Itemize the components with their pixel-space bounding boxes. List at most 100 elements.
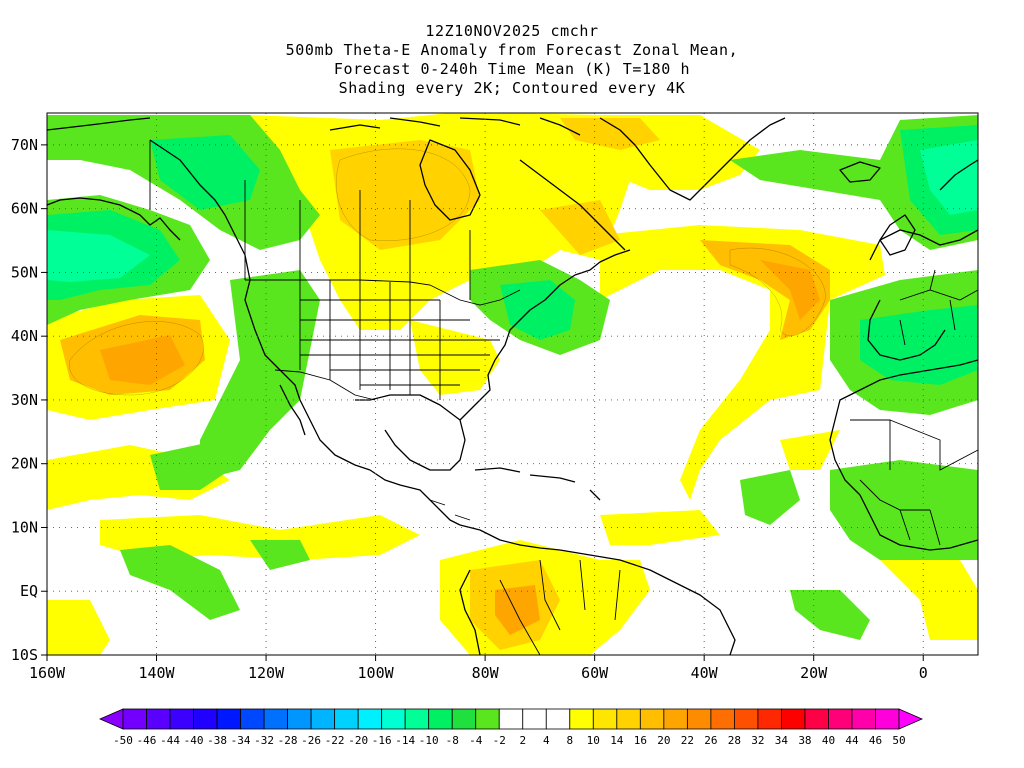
coast-south-america-west: [459, 569, 481, 655]
colorbar-label-5: -34: [231, 734, 251, 747]
colorbar-cell-27: [733, 708, 759, 730]
colorbar-cell-2: [146, 708, 171, 730]
y-tick-label-2: 50N: [11, 263, 38, 281]
shade-warm-us-southeast: [410, 320, 500, 395]
colorbar-cell-9: [310, 708, 336, 730]
colorbar-label-13: -10: [419, 734, 439, 747]
colorbar-cell-19: [545, 708, 571, 730]
colorbar-cell-26: [710, 708, 735, 730]
coast-hudson-bay: [419, 139, 481, 221]
coast-greenland: [599, 117, 786, 201]
colorbar-label-30: 40: [822, 734, 835, 747]
x-axis: 160W 140W 120W 100W 80W 60W 40W 20W 0: [29, 655, 928, 682]
shade-cool-south-atlantic: [790, 590, 870, 640]
coast-scandinavia: [939, 159, 978, 191]
colorbar-label-9: -22: [325, 734, 345, 747]
colorbar-cell-6: [240, 708, 265, 730]
border-us-canada: [245, 279, 521, 306]
shade-warm-southwest-pacific: [47, 600, 110, 655]
colorbar-label-18: 4: [543, 734, 550, 747]
coast-south-america-north: [559, 549, 736, 655]
colorbar-cell-13: [404, 708, 430, 730]
contour-canada-warm: [336, 148, 471, 241]
colorbar-cell-23: [639, 708, 665, 730]
colorbar-label-26: 28: [728, 734, 741, 747]
x-tick-label-8: 0: [919, 664, 928, 682]
colorbar-label-2: -44: [160, 734, 180, 747]
colorbar-label-15: -4: [469, 734, 483, 747]
colorbar-label-16: -2: [493, 734, 506, 747]
colorbar-cell-18: [522, 708, 547, 730]
y-tick-label-0: 70N: [11, 136, 38, 154]
colorbar-cell-8: [287, 708, 312, 730]
coast-north-america-west: [149, 139, 461, 526]
shade-cool-core-alaska: [150, 135, 260, 210]
shade-warm-core-greenland: [560, 118, 660, 150]
grid-lines: [47, 113, 978, 655]
shade-warm-core-atlantic-inner: [760, 260, 820, 320]
shade-cool-core-northeast-us: [500, 280, 575, 340]
colorbar-label-25: 26: [704, 734, 717, 747]
colorbar-label-23: 20: [657, 734, 670, 747]
border-africa-west: [850, 419, 978, 546]
coast-iberia: [867, 299, 946, 361]
colorbar-cell-10: [334, 708, 359, 730]
shade-warm-core-atlantic: [700, 240, 830, 340]
colorbar-label-20: 10: [587, 734, 600, 747]
colorbar-cell-33: [875, 708, 900, 730]
colorbar-label-11: -16: [372, 734, 392, 747]
title-line-4: Shading every 2K; Contoured every 4K: [338, 79, 686, 97]
shade-cool-central-atlantic: [740, 470, 800, 525]
colorbar-label-10: -20: [348, 734, 368, 747]
x-tick-label-4: 80W: [472, 664, 500, 682]
shade-cool-inner-gulf-alaska: [47, 230, 150, 282]
shade-warm-core-canada-east: [540, 200, 620, 255]
shade-warm-tropics-central: [100, 515, 420, 560]
border-us-states-grid: [299, 280, 500, 400]
y-tick-label-1: 60N: [11, 200, 38, 218]
x-tick-label-7: 20W: [800, 664, 828, 682]
colorbar-cell-32: [851, 708, 876, 730]
title-line-2: 500mb Theta-E Anomaly from Forecast Zona…: [285, 41, 739, 59]
colorbar-cell-31: [828, 708, 853, 730]
shade-warm-south-atlantic: [880, 560, 978, 640]
coast-labrador: [519, 159, 626, 251]
political-borders: [149, 140, 978, 655]
colorbar: -50 -46 -44 -40 -38 -34 -32 -28 -26 -22 -20 -16 -14-…: [98, 708, 924, 747]
colorbar-cell-14: [428, 708, 453, 730]
colorbar-cell-25: [686, 708, 712, 730]
colorbar-cell-4: [193, 708, 218, 730]
y-tick-label-3: 40N: [11, 327, 38, 345]
shade-cool-east-pacific-south: [120, 545, 240, 620]
colorbar-cell-21: [592, 708, 618, 730]
shade-cool-east-pacific-south-2: [250, 540, 310, 570]
colorbar-cell-15: [451, 708, 477, 730]
colorbar-label-22: 16: [634, 734, 647, 747]
border-canada-provinces: [244, 180, 471, 300]
colorbar-label-1: -46: [137, 734, 157, 747]
coast-gulf-of-mexico: [355, 394, 466, 471]
colorbar-label-31: 44: [845, 734, 859, 747]
x-tick-label-5: 60W: [581, 664, 609, 682]
border-central-america: [429, 499, 471, 521]
colorbar-label-28: 34: [775, 734, 789, 747]
title-line-1: 12Z10NOV2025 cmchr: [425, 22, 599, 40]
coast-alaska-aleutians: [47, 197, 181, 241]
y-tick-label-6: 10N: [11, 518, 38, 536]
coast-north-africa: [839, 359, 978, 401]
colorbar-cell-5: [216, 708, 241, 730]
colorbar-cell-34: [898, 708, 924, 730]
x-tick-label-6: 40W: [691, 664, 719, 682]
x-tick-label-2: 120W: [248, 664, 285, 682]
coast-west-africa: [829, 399, 978, 551]
y-tick-label-5: 20N: [11, 455, 38, 473]
colorbar-label-29: 38: [798, 734, 811, 747]
colorbar-label-7: -28: [278, 734, 298, 747]
coast-central-america: [459, 524, 561, 551]
colorbar-label-4: -38: [207, 734, 227, 747]
colorbar-cell-20: [569, 708, 594, 730]
shade-cool-core-iberia: [860, 305, 978, 385]
title-line-3: Forecast 0-240h Time Mean (K) T=180 h: [333, 60, 691, 78]
colorbar-cell-7: [263, 708, 289, 730]
colorbar-cell-11: [357, 708, 383, 730]
